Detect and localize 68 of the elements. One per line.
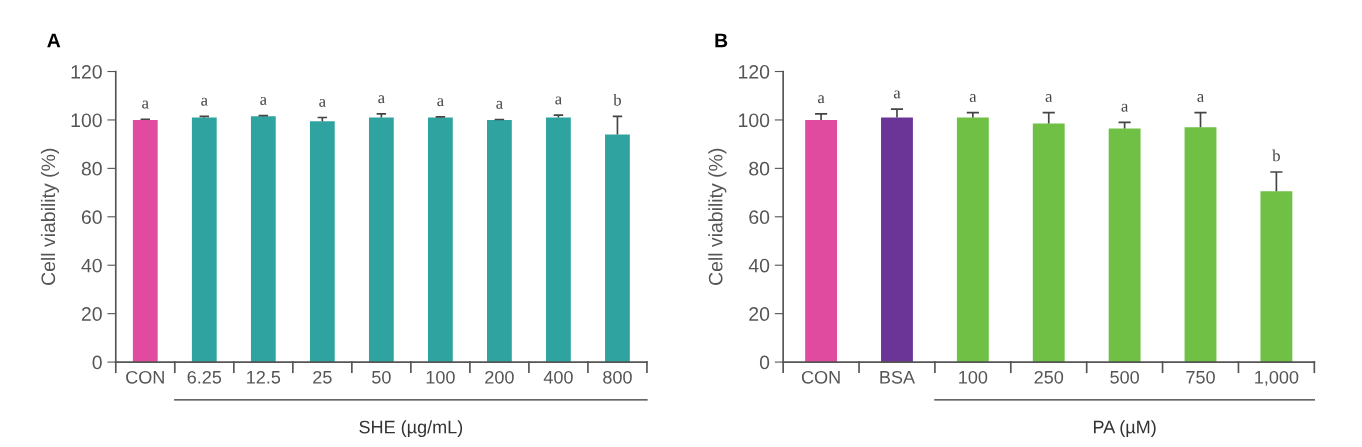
- y-tick-label: 100: [739, 113, 770, 128]
- bar: [881, 117, 913, 363]
- x-axis-title: PA (µM): [1093, 420, 1156, 438]
- bar: [546, 117, 571, 363]
- annotation: a: [1121, 103, 1129, 112]
- x-tick-label: CON: [126, 370, 164, 384]
- annotation: a: [893, 90, 901, 99]
- x-tick-label: CON: [801, 370, 840, 384]
- bar: [1108, 128, 1141, 363]
- y-tick-label: 120: [739, 64, 770, 79]
- bar: [956, 117, 989, 363]
- x-axis-title: SHE (µg/mL): [359, 420, 463, 438]
- y-tick-label: 80: [81, 161, 102, 176]
- bar: [605, 134, 630, 363]
- annotation: b: [1272, 149, 1280, 162]
- annotation: a: [319, 98, 326, 107]
- x-tick-label: 250: [1034, 370, 1064, 384]
- annotation: a: [142, 100, 149, 109]
- annotation: b: [613, 93, 621, 106]
- bar: [368, 117, 394, 363]
- bar: [427, 117, 453, 363]
- y-axis-title: Cell viability (%): [708, 148, 727, 285]
- bar: [250, 116, 276, 363]
- x-tick-label: 12.5: [247, 370, 281, 384]
- y-axis-title: Cell viability (%): [40, 148, 60, 285]
- x-tick-label: 50: [372, 370, 391, 384]
- y-tick-label: 80: [749, 161, 770, 176]
- x-tick-label: 400: [543, 370, 573, 384]
- bar: [805, 119, 838, 363]
- annotation: a: [555, 96, 562, 105]
- y-tick-label: 20: [749, 307, 770, 321]
- x-tick-label: 1,000: [1255, 370, 1299, 386]
- annotation: a: [1197, 94, 1204, 103]
- x-tick-label: 200: [485, 370, 514, 384]
- bar: [1032, 123, 1065, 363]
- x-tick-label: 100: [426, 370, 455, 384]
- y-tick-label: 20: [81, 307, 102, 321]
- bar: [132, 119, 158, 363]
- annotation: a: [496, 100, 503, 109]
- x-tick-label: 750: [1186, 370, 1215, 384]
- x-tick-label: 100: [959, 370, 988, 384]
- x-tick-label: 6.25: [187, 370, 222, 384]
- bar: [1260, 191, 1293, 363]
- y-tick-label: 0: [92, 355, 102, 370]
- x-tick-label: BSA: [880, 370, 915, 384]
- bar: [191, 117, 217, 363]
- annotation: a: [201, 97, 208, 106]
- y-tick-label: 0: [759, 355, 770, 370]
- chart-title: B: [715, 33, 728, 48]
- chart-title: A: [47, 33, 61, 48]
- annotation: a: [969, 94, 977, 103]
- y-tick-label: 120: [71, 64, 102, 79]
- y-tick-label: 40: [81, 258, 102, 273]
- y-tick-label: 100: [71, 113, 102, 128]
- bar: [309, 121, 335, 363]
- annotation: a: [437, 98, 444, 107]
- bar: [487, 119, 512, 363]
- y-tick-label: 40: [748, 258, 770, 273]
- x-tick-label: 25: [313, 370, 332, 384]
- y-tick-label: 60: [749, 210, 770, 225]
- annotation: a: [817, 95, 825, 104]
- annotation: a: [1045, 94, 1053, 103]
- x-tick-label: 500: [1110, 370, 1139, 384]
- x-tick-label: 800: [603, 370, 632, 384]
- annotation: a: [260, 96, 267, 105]
- y-tick-label: 60: [81, 210, 102, 225]
- bar: [1184, 127, 1217, 363]
- annotation: a: [378, 95, 385, 104]
